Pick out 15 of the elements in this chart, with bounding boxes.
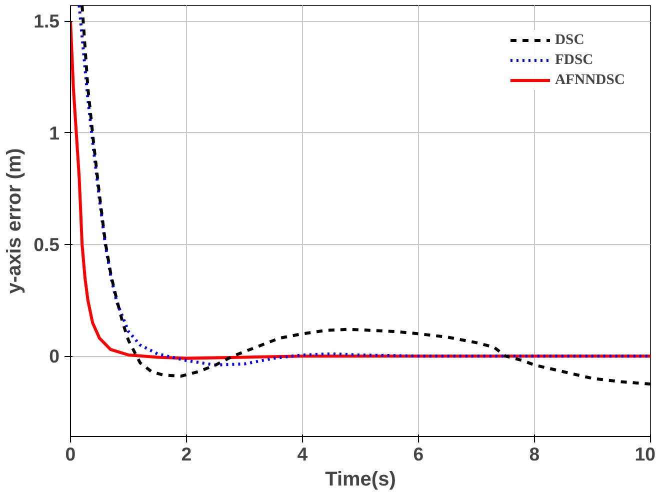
- x-tick-label: 2: [181, 444, 192, 464]
- x-tick-label: 4: [297, 444, 308, 464]
- legend-label: DSC: [554, 32, 584, 48]
- y-tick-label: 1.5: [34, 10, 60, 32]
- x-tick-label: 6: [413, 444, 424, 464]
- x-tick-label: 10: [634, 444, 656, 464]
- y-tick-label: 0.5: [34, 234, 60, 255]
- y-axis-title: y-axis error (m): [4, 148, 26, 294]
- y-tick-label: 0: [49, 346, 60, 367]
- y-tick-label: 1: [49, 122, 60, 144]
- x-axis-title: Time(s): [325, 468, 396, 490]
- legend-label: FDSC: [554, 52, 594, 68]
- x-tick-label: 0: [65, 444, 76, 464]
- legend-label: AFNNDSC: [554, 72, 625, 88]
- x-tick-label: 8: [529, 444, 540, 464]
